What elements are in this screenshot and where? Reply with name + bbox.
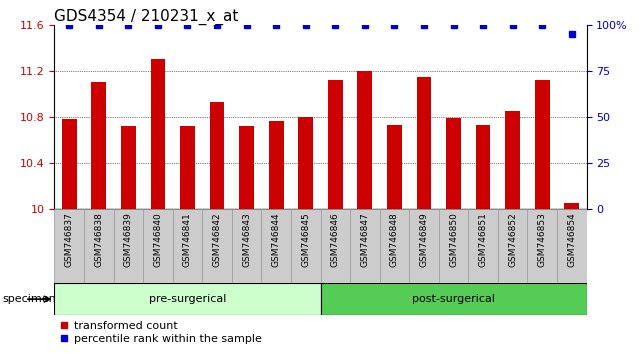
Text: GSM746848: GSM746848 — [390, 212, 399, 267]
Text: GSM746845: GSM746845 — [301, 212, 310, 267]
Bar — [528, 209, 557, 283]
Text: GDS4354 / 210231_x_at: GDS4354 / 210231_x_at — [54, 8, 239, 25]
Bar — [387, 125, 402, 209]
Bar — [557, 209, 587, 283]
Text: GSM746840: GSM746840 — [153, 212, 162, 267]
Text: pre-surgerical: pre-surgerical — [149, 294, 226, 304]
Bar — [564, 203, 579, 209]
Bar — [180, 126, 195, 209]
Bar — [469, 209, 498, 283]
Bar — [84, 209, 113, 283]
Bar — [417, 76, 431, 209]
Bar — [232, 209, 262, 283]
Bar — [409, 209, 438, 283]
Bar — [298, 117, 313, 209]
Bar — [350, 209, 379, 283]
Bar — [379, 209, 409, 283]
Text: GSM746844: GSM746844 — [272, 212, 281, 267]
Bar — [328, 80, 343, 209]
Bar — [262, 209, 291, 283]
Bar — [143, 209, 172, 283]
Legend: transformed count, percentile rank within the sample: transformed count, percentile rank withi… — [60, 321, 262, 344]
Bar — [476, 125, 490, 209]
Text: GSM746837: GSM746837 — [65, 212, 74, 268]
Bar — [203, 209, 232, 283]
Bar — [505, 111, 520, 209]
Text: GSM746849: GSM746849 — [419, 212, 428, 267]
Bar — [54, 283, 320, 315]
Text: GSM746847: GSM746847 — [360, 212, 369, 267]
Bar — [320, 283, 587, 315]
Bar — [269, 121, 283, 209]
Text: GSM746838: GSM746838 — [94, 212, 103, 268]
Bar — [438, 209, 469, 283]
Text: GSM746854: GSM746854 — [567, 212, 576, 267]
Bar — [151, 59, 165, 209]
Text: specimen: specimen — [2, 294, 56, 304]
Text: GSM746850: GSM746850 — [449, 212, 458, 268]
Bar — [92, 82, 106, 209]
Bar — [210, 102, 224, 209]
Bar — [121, 126, 136, 209]
Text: GSM746852: GSM746852 — [508, 212, 517, 267]
Bar — [113, 209, 143, 283]
Text: GSM746843: GSM746843 — [242, 212, 251, 267]
Text: GSM746841: GSM746841 — [183, 212, 192, 267]
Text: GSM746842: GSM746842 — [213, 212, 222, 267]
Text: GSM746853: GSM746853 — [538, 212, 547, 268]
Bar — [62, 119, 77, 209]
Bar — [446, 118, 461, 209]
Bar — [320, 209, 350, 283]
Bar — [535, 80, 549, 209]
Text: GSM746839: GSM746839 — [124, 212, 133, 268]
Bar — [172, 209, 203, 283]
Text: GSM746851: GSM746851 — [479, 212, 488, 268]
Bar — [239, 126, 254, 209]
Bar — [358, 71, 372, 209]
Text: GSM746846: GSM746846 — [331, 212, 340, 267]
Bar — [498, 209, 528, 283]
Bar — [291, 209, 320, 283]
Text: post-surgerical: post-surgerical — [412, 294, 495, 304]
Bar — [54, 209, 84, 283]
